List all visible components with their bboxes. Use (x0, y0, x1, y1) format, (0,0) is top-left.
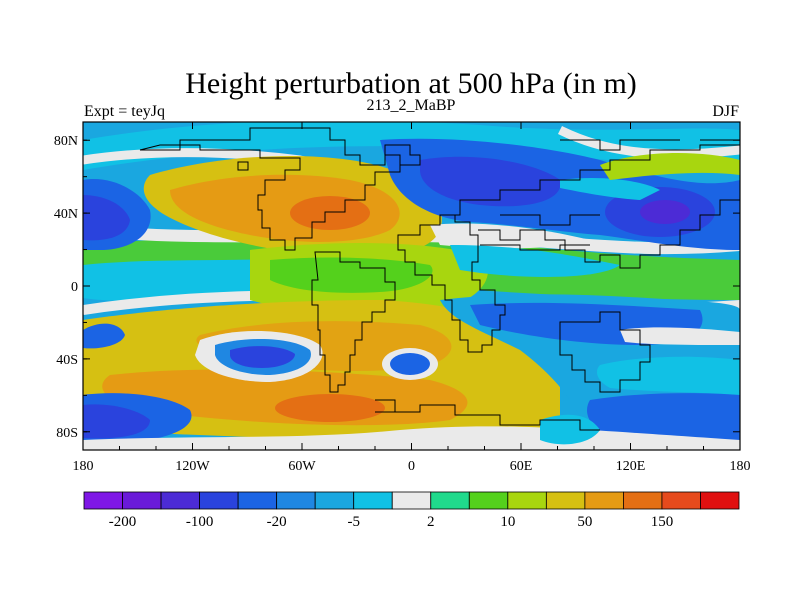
x-tick-label: 120W (175, 459, 210, 474)
colorbar-label: 150 (651, 514, 674, 530)
colorbar-swatch (584, 491, 624, 510)
y-axis: 80N 40N 0 40S 80S (54, 134, 740, 441)
y-tick-label: 0 (71, 280, 78, 295)
colorbar-swatch (623, 491, 663, 510)
y-tick-label: 40N (54, 207, 78, 222)
x-tick-label: 120E (616, 459, 646, 474)
experiment-label: Expt = teyJq (84, 103, 165, 120)
colorbar-label: -5 (347, 514, 360, 530)
x-tick-label: 180 (73, 459, 94, 474)
contour-field (83, 122, 740, 450)
colorbar-swatch (468, 491, 509, 510)
y-tick-label: 80N (54, 134, 78, 149)
y-tick-label: 80S (56, 426, 78, 441)
colorbar-swatch (430, 491, 470, 510)
colorbar-label: 50 (577, 514, 592, 530)
colorbar-swatch (661, 491, 701, 510)
x-tick-label: 180 (730, 459, 751, 474)
x-axis: 180 120W 60W 0 60E 120E 180 (73, 122, 751, 474)
x-tick-label: 60E (510, 459, 533, 474)
colorbar-swatch (199, 491, 239, 510)
colorbar-label: -100 (186, 514, 214, 530)
colorbar: -200 -100 -20 -5 2 10 50 150 (83, 491, 740, 530)
y-tick-label: 40S (56, 353, 78, 368)
colorbar-swatch (700, 491, 740, 510)
colorbar-label: 10 (500, 514, 515, 530)
x-tick-label: 60W (288, 459, 316, 474)
run-name-label: 213_2_MaBP (367, 97, 456, 114)
colorbar-label: -20 (267, 514, 287, 530)
colorbar-swatch (237, 491, 278, 510)
colorbar-swatch (160, 491, 200, 510)
colorbar-label: -200 (109, 514, 137, 530)
plot-title: Height perturbation at 500 hPa (in m) (185, 67, 637, 100)
colorbar-swatch (314, 491, 355, 510)
colorbar-swatch (391, 491, 432, 510)
colorbar-swatch (545, 491, 586, 510)
coastlines (139, 127, 740, 431)
colorbar-swatch (353, 491, 393, 510)
season-label: DJF (712, 103, 739, 120)
colorbar-swatch (83, 491, 123, 510)
colorbar-label: 2 (427, 514, 435, 530)
colorbar-swatch (276, 491, 316, 510)
x-tick-label: 0 (408, 459, 415, 474)
colorbar-swatch (122, 491, 162, 510)
colorbar-swatch (507, 491, 547, 510)
